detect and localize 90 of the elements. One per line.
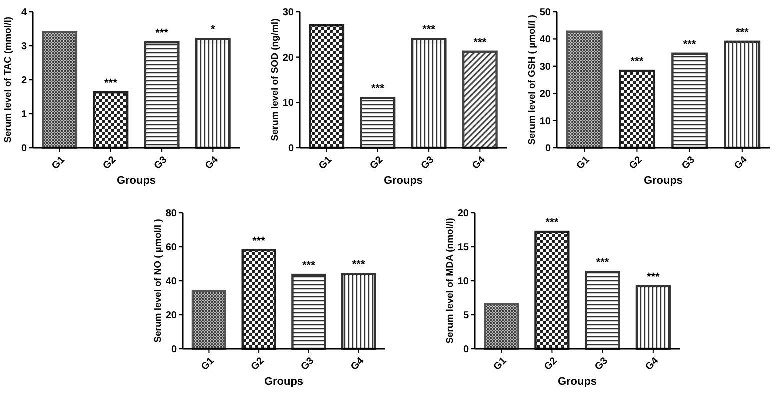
y-tick-label: 40 bbox=[166, 276, 178, 288]
y-tick-label: 50 bbox=[540, 8, 552, 18]
y-tick-label: 40 bbox=[540, 34, 552, 46]
bar bbox=[93, 91, 129, 150]
x-tick-label: G4 bbox=[349, 356, 367, 374]
y-tick-label: 30 bbox=[540, 62, 552, 73]
bar bbox=[360, 97, 396, 150]
y-tick-label: 2 bbox=[21, 76, 28, 86]
annotation: *** bbox=[302, 260, 316, 272]
y-tick-label: 20 bbox=[282, 52, 294, 64]
annotation: *** bbox=[352, 259, 366, 272]
y-tick-label: 15 bbox=[458, 242, 470, 254]
x-axis-title: Groups bbox=[264, 376, 304, 388]
y-tick-label: 10 bbox=[458, 276, 470, 288]
annotation: *** bbox=[546, 217, 560, 230]
x-axis-title: Groups bbox=[384, 175, 424, 187]
y-tick-label: 3 bbox=[21, 42, 28, 52]
bar bbox=[636, 285, 671, 350]
y-axis-title: Serum level of TAC (mmol/l) bbox=[3, 17, 14, 143]
y-tick-label: 20 bbox=[166, 310, 178, 322]
y-tick-label: 5 bbox=[463, 310, 470, 322]
bar bbox=[195, 38, 231, 150]
bar bbox=[566, 30, 603, 150]
bar bbox=[242, 249, 276, 350]
annotation: * bbox=[211, 24, 216, 36]
y-tick-label: 1 bbox=[21, 110, 28, 120]
x-tick-label: G4 bbox=[470, 154, 488, 172]
annotation: *** bbox=[630, 56, 644, 68]
y-axis-title: Serum level of NO ( µmol/l ) bbox=[153, 219, 164, 343]
x-tick-label: G3 bbox=[680, 154, 698, 172]
x-tick-label: G4 bbox=[644, 356, 662, 374]
y-tick-label: 20 bbox=[540, 89, 552, 100]
x-tick-label: G3 bbox=[152, 154, 170, 172]
x-tick-label: G3 bbox=[593, 356, 611, 374]
bar bbox=[144, 42, 180, 150]
bar bbox=[484, 303, 520, 350]
annotation: *** bbox=[372, 83, 386, 96]
bar bbox=[411, 38, 447, 150]
x-axis-title: Groups bbox=[644, 175, 684, 187]
x-tick-label: G2 bbox=[101, 154, 119, 172]
x-axis-title: Groups bbox=[116, 175, 156, 187]
annotation: *** bbox=[474, 36, 488, 49]
x-tick-label: G1 bbox=[200, 356, 218, 374]
x-tick-label: G2 bbox=[542, 356, 560, 374]
y-axis-title: Serum level of MDA (nmol/l) bbox=[445, 218, 456, 344]
bar bbox=[292, 274, 326, 350]
bar bbox=[462, 50, 498, 150]
bar bbox=[534, 230, 570, 350]
x-tick-label: G2 bbox=[249, 356, 267, 374]
annotation: *** bbox=[596, 257, 610, 270]
y-axis-title: Serum level of GSH ( µmol/l ) bbox=[527, 14, 538, 146]
annotation: *** bbox=[647, 271, 661, 284]
y-axis-title: Serum level of SOD (ng/ml) bbox=[270, 18, 281, 142]
y-tick-label: 0 bbox=[545, 144, 552, 154]
x-tick-label: G2 bbox=[368, 154, 386, 172]
x-tick-label: G1 bbox=[492, 356, 510, 374]
bar bbox=[342, 273, 376, 350]
annotation: *** bbox=[683, 38, 697, 51]
x-tick-label: G2 bbox=[628, 154, 646, 172]
y-tick-label: 0 bbox=[21, 144, 28, 154]
annotation: *** bbox=[156, 28, 170, 40]
x-tick-label: G3 bbox=[419, 154, 437, 172]
x-axis-title: Groups bbox=[558, 376, 598, 388]
x-tick-label: G1 bbox=[50, 154, 68, 172]
bar bbox=[42, 31, 78, 150]
y-tick-label: 0 bbox=[463, 344, 470, 356]
y-tick-label: 20 bbox=[458, 208, 470, 220]
annotation: *** bbox=[736, 26, 750, 39]
y-tick-label: 60 bbox=[166, 242, 178, 254]
annotation: *** bbox=[252, 235, 266, 248]
bar bbox=[724, 40, 761, 150]
bar bbox=[619, 70, 656, 150]
y-tick-label: 10 bbox=[282, 98, 294, 110]
y-tick-label: 4 bbox=[21, 8, 28, 18]
x-tick-label: G4 bbox=[204, 154, 222, 172]
x-tick-label: G3 bbox=[299, 356, 317, 374]
x-tick-label: G1 bbox=[574, 154, 593, 172]
y-tick-label: 30 bbox=[282, 8, 294, 18]
annotation: *** bbox=[104, 78, 118, 90]
bar bbox=[585, 271, 620, 350]
y-tick-label: 0 bbox=[171, 344, 178, 356]
annotation: *** bbox=[422, 24, 436, 36]
bar bbox=[192, 290, 226, 350]
x-tick-label: G1 bbox=[317, 154, 335, 172]
x-tick-label: G4 bbox=[732, 154, 750, 172]
y-tick-label: 80 bbox=[166, 208, 178, 220]
bar bbox=[672, 52, 708, 150]
bar bbox=[309, 24, 345, 150]
y-tick-label: 0 bbox=[288, 144, 294, 154]
y-tick-label: 10 bbox=[540, 116, 552, 128]
